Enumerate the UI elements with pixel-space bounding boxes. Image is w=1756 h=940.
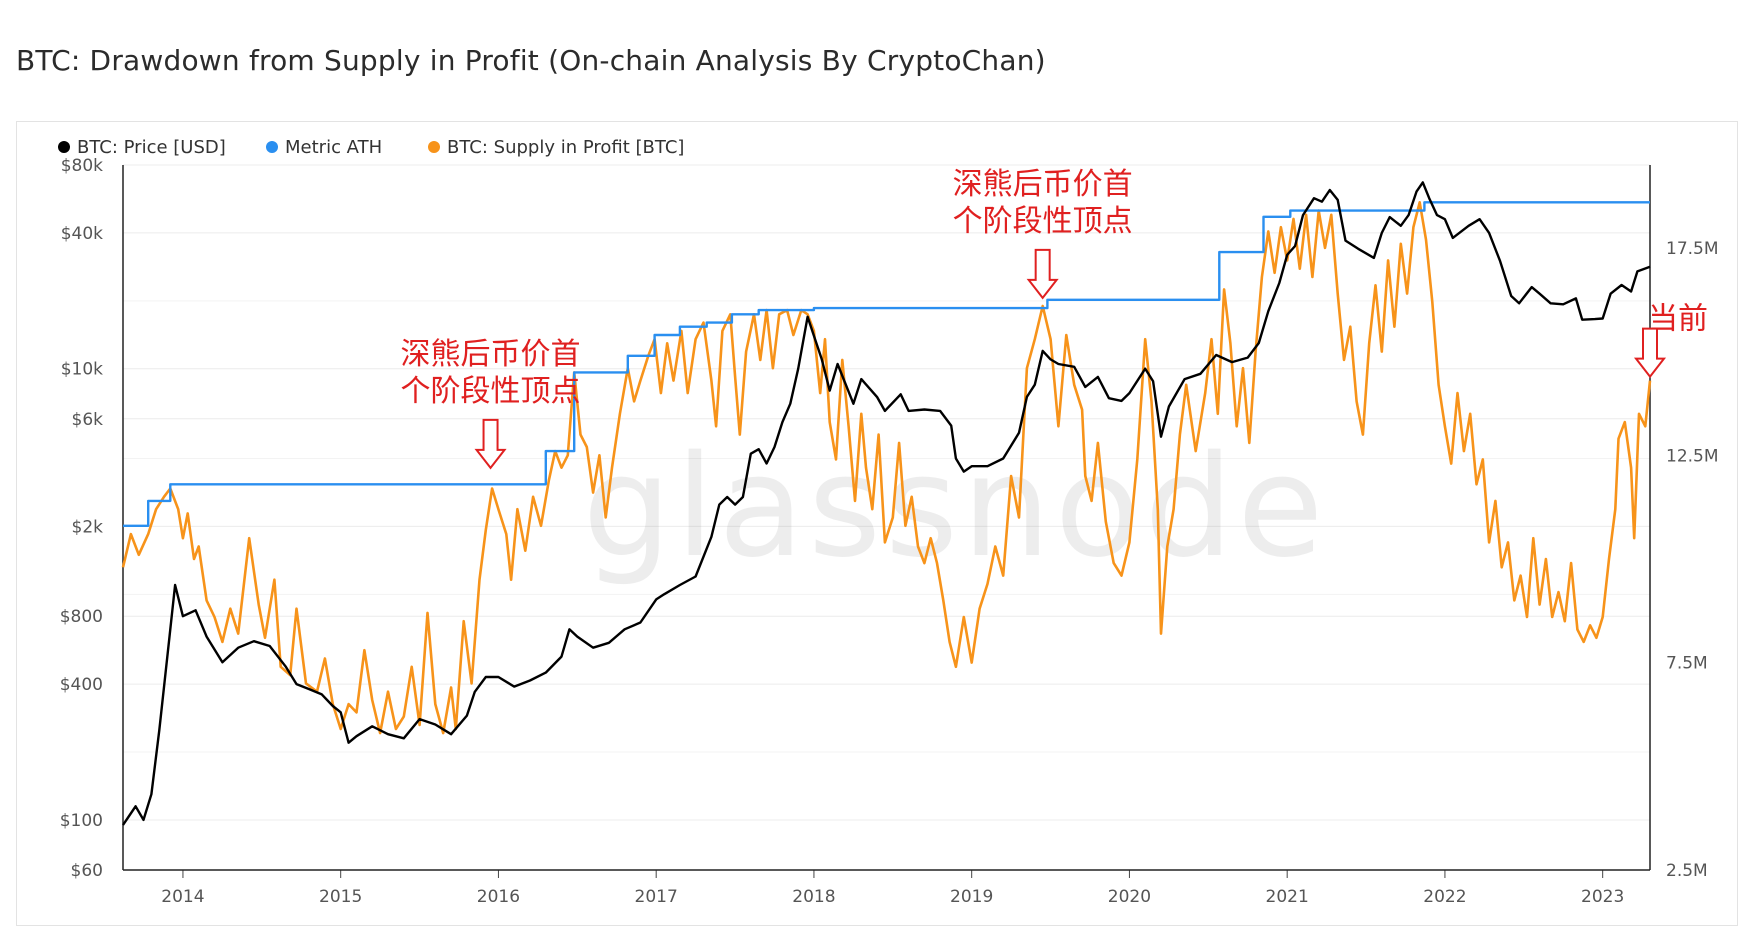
legend-entry-metric-ath: Metric ATH <box>285 137 382 158</box>
axes: $60 $100 $400 $800 $2k $6k $10k $40k $80k 2.5M 7.5… <box>60 156 1719 907</box>
right-tick-label: 12.5M <box>1666 446 1719 466</box>
left-tick-label: $400 <box>60 675 103 695</box>
legend: BTC: Price [USD] Metric ATH BTC: Supply in… <box>58 137 684 158</box>
left-tick-label: $6k <box>72 410 104 430</box>
annotation-text-line1: 深熊后币价首 <box>401 337 581 372</box>
x-tick-label: 2016 <box>477 887 520 907</box>
chart-panel <box>16 121 1738 926</box>
left-tick-label: $2k <box>72 517 104 537</box>
annotation-3: 当前 <box>1633 302 1708 379</box>
annotation-arrow-icon <box>1026 248 1059 300</box>
x-tick-label: 2021 <box>1266 887 1309 907</box>
annotation-text-line1: 深熊后币价首 <box>953 167 1133 202</box>
annotation-text-line2: 个阶段性顶点 <box>953 204 1133 239</box>
series-line-metric-ath <box>123 201 1650 527</box>
series-lines <box>121 181 1652 826</box>
series-line-price <box>122 181 1651 826</box>
left-tick-label: $10k <box>61 360 103 380</box>
x-tick-label: 2018 <box>792 887 835 907</box>
page-title: BTC: Drawdown from Supply in Profit (On-… <box>16 44 1046 77</box>
left-tick-label: $800 <box>60 607 103 627</box>
annotation-arrow-icon <box>1633 327 1667 379</box>
x-tick-label: 2023 <box>1581 887 1624 907</box>
series-line-supply-in-profit <box>121 201 1652 735</box>
x-tick-label: 2020 <box>1108 887 1151 907</box>
right-tick-label: 2.5M <box>1666 861 1708 881</box>
legend-entry-price: BTC: Price [USD] <box>77 137 226 158</box>
right-tick-label: 7.5M <box>1666 654 1708 674</box>
x-tick-label: 2017 <box>635 887 678 907</box>
legend-dot <box>428 141 440 153</box>
left-tick-label: $80k <box>61 156 103 176</box>
legend-dot <box>266 141 278 153</box>
left-tick-label: $40k <box>61 224 103 244</box>
legend-entry-supply-in-profit: BTC: Supply in Profit [BTC] <box>447 137 684 158</box>
x-tick-label: 2015 <box>319 887 362 907</box>
x-tick-label: 2019 <box>950 887 993 907</box>
right-tick-label: 17.5M <box>1666 239 1719 259</box>
legend-dot <box>58 141 70 153</box>
annotation-text-line2: 个阶段性顶点 <box>401 374 581 409</box>
x-tick-label: 2014 <box>161 887 204 907</box>
left-tick-label: $60 <box>71 861 103 881</box>
watermark-text: glassnode <box>583 426 1328 589</box>
annotation-arrow-icon <box>474 418 507 470</box>
left-tick-label: $100 <box>60 811 103 831</box>
x-tick-label: 2022 <box>1423 887 1466 907</box>
